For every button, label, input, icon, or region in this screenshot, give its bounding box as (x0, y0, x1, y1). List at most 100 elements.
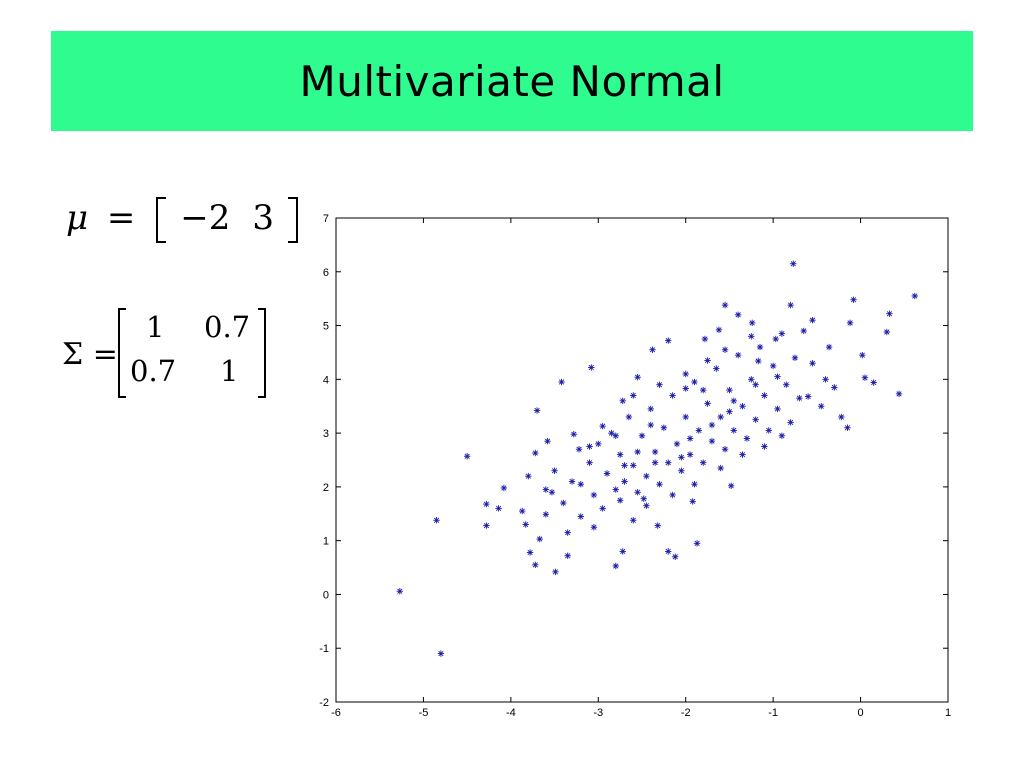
data-point (678, 454, 685, 461)
data-point (846, 319, 854, 327)
data-point (577, 481, 584, 488)
sigma-symbol-with-equals: Σ = (62, 337, 118, 372)
matrix-cell-1-2: 0.7 (204, 310, 251, 344)
data-point (844, 424, 851, 431)
data-point (500, 484, 508, 492)
data-point (693, 540, 701, 547)
data-point (526, 549, 534, 556)
data-point (886, 310, 893, 317)
data-point (647, 421, 654, 429)
data-point (778, 432, 786, 439)
data-point (859, 351, 866, 359)
mu-equals-sign: = (106, 198, 136, 238)
data-point (483, 500, 490, 508)
data-point (651, 459, 659, 466)
data-point (621, 462, 628, 469)
data-point (649, 346, 656, 353)
data-point (640, 495, 647, 502)
data-point (721, 446, 729, 453)
data-point (825, 343, 833, 351)
sigma-equals-sign: = (92, 337, 118, 372)
data-point (551, 467, 558, 474)
x-tick-label: -3 (593, 707, 603, 719)
data-point (525, 472, 532, 480)
data-point (619, 548, 626, 555)
plot-frame (335, 217, 949, 703)
data-point (616, 451, 624, 458)
data-point (748, 333, 755, 340)
data-point (691, 481, 698, 488)
data-point (752, 416, 759, 423)
title-band: Multivariate Normal (51, 31, 973, 131)
data-point (590, 491, 598, 499)
data-point (564, 552, 571, 559)
data-point (669, 392, 676, 399)
data-point (911, 292, 918, 300)
data-point (774, 405, 781, 413)
data-point (564, 529, 571, 536)
data-point (761, 392, 768, 399)
data-point (861, 374, 869, 381)
data-point (630, 462, 637, 469)
y-tick-label: 4 (323, 374, 329, 386)
data-point (568, 478, 576, 485)
covariance-matrix: 1 0.7 0.7 1 (118, 306, 266, 400)
data-point (621, 478, 628, 485)
matrix-left-bracket (118, 308, 126, 398)
mu-value-1: −2 (180, 198, 231, 238)
data-point (665, 337, 672, 344)
mu-value-2: 3 (252, 198, 274, 238)
data-point (831, 384, 838, 391)
data-point (727, 482, 735, 490)
data-point (682, 413, 689, 421)
x-tick-label: 0 (858, 707, 864, 719)
data-point (608, 429, 615, 437)
data-point (791, 354, 799, 362)
y-tick-label: 0 (323, 589, 329, 601)
data-point (761, 443, 768, 450)
data-point (665, 459, 672, 466)
data-point (787, 419, 794, 426)
data-point (686, 435, 694, 442)
y-tick-label: 6 (323, 267, 329, 279)
data-point (599, 422, 606, 430)
data-point (654, 522, 661, 529)
data-point (577, 513, 584, 520)
data-point (686, 451, 694, 458)
y-tick-label: -2 (319, 697, 329, 709)
data-point (748, 376, 755, 383)
x-tick-label: -2 (681, 707, 691, 719)
data-point (809, 360, 816, 367)
data-point (586, 459, 593, 466)
data-point (717, 413, 724, 421)
y-tick-label: 5 (323, 321, 329, 333)
matrix-right-bracket (258, 308, 266, 398)
data-point (695, 427, 703, 434)
data-point (700, 386, 707, 394)
data-point (560, 499, 567, 507)
data-point (588, 364, 595, 371)
matrix-cell-1-1: 1 (146, 310, 165, 344)
data-point (533, 407, 541, 414)
matrix-cell-2-1: 0.7 (130, 354, 177, 388)
data-point (536, 535, 543, 543)
mu-right-bracket (288, 197, 298, 243)
data-point (850, 296, 857, 303)
data-point (700, 459, 707, 466)
data-point (730, 427, 737, 434)
data-point (673, 440, 681, 448)
data-point (691, 378, 698, 386)
data-point (630, 517, 637, 524)
data-point (544, 437, 551, 445)
data-point (682, 370, 689, 378)
data-point (612, 486, 619, 493)
data-point (483, 522, 490, 529)
data-point (665, 548, 672, 555)
x-tick-label: 1 (945, 707, 951, 719)
data-point (822, 376, 829, 383)
data-point (616, 497, 624, 504)
y-tick-label: 2 (323, 482, 329, 494)
data-point (495, 505, 502, 512)
x-tick-label: -1 (768, 707, 778, 719)
data-point (734, 311, 742, 318)
